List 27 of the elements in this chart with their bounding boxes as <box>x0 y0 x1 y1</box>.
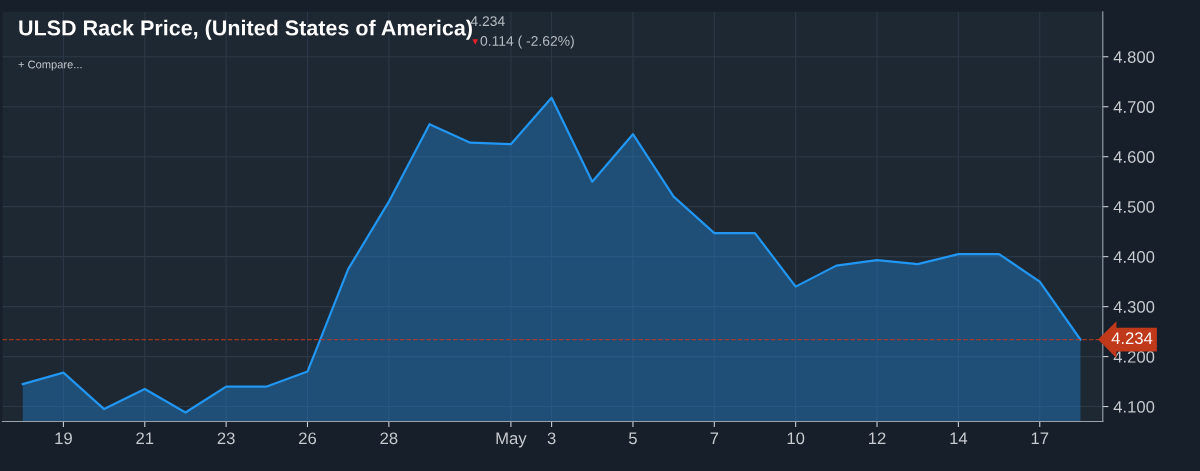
y-tick-label: 4.500 <box>1113 201 1155 213</box>
x-tick-label: 19 <box>55 432 72 445</box>
x-tick-label: 5 <box>628 432 637 445</box>
ref-line-label: 4.234 <box>1111 332 1153 345</box>
x-tick-label: 14 <box>950 432 968 445</box>
chart-title: ULSD Rack Price, (United States of America) <box>19 19 472 40</box>
y-tick-label: 4.300 <box>1113 301 1155 313</box>
x-tick-label: 23 <box>217 432 235 445</box>
y-tick-label: 4.100 <box>1113 400 1155 413</box>
x-tick-label: 28 <box>380 432 398 445</box>
y-tick-label: 4.200 <box>1113 350 1155 363</box>
y-tick-label: 4.800 <box>1113 51 1155 63</box>
x-tick-label: 12 <box>869 432 886 445</box>
annotation: ▼ <box>472 39 479 45</box>
annotation: 0.114 ( -2.62%) <box>480 35 574 49</box>
y-tick-label: 4.400 <box>1113 251 1155 263</box>
x-tick-label: 17 <box>1031 432 1049 445</box>
annotation: 4.234 <box>470 16 505 27</box>
x-tick-label: 21 <box>136 432 154 445</box>
x-tick-label: 10 <box>787 432 805 445</box>
y-tick-label: 4.700 <box>1113 101 1155 113</box>
x-tick-label: 7 <box>710 432 719 445</box>
y-tick-label: 4.600 <box>1113 151 1155 163</box>
annotation: + Compare... <box>18 60 82 71</box>
x-tick-label: May <box>496 432 527 448</box>
x-tick-label: 26 <box>299 432 317 445</box>
x-tick-label: 3 <box>547 432 556 445</box>
